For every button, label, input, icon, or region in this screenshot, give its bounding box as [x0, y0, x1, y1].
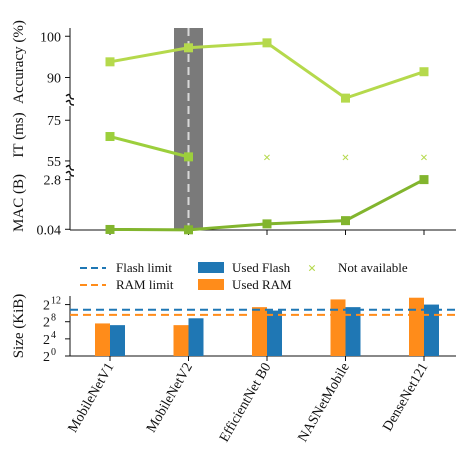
accuracy-axis-label: Accuracy (%)	[11, 20, 27, 104]
inference_time-line	[109, 135, 189, 159]
top-panel: Accuracy (%) IT (ms) MAC (B) 100 90 75 55 2.…	[11, 20, 456, 238]
bottom-panel: Size (KiB) 2 122 82 42 0 MobileNetV1 MobileNe…	[11, 294, 456, 445]
not-available-marker-2: ×	[263, 151, 271, 166]
accuracy-tick-label-0: 100	[40, 30, 61, 45]
size-tick-base-2: 2	[43, 333, 50, 348]
accuracy-point-0	[105, 57, 115, 67]
mac-tick-label-1: 0.04	[37, 223, 62, 238]
inference_time-point-1	[184, 152, 193, 162]
inference_time-tick-label-1: 55	[47, 155, 61, 170]
x-tick-labels: MobileNetV1 MobileNetV2 EfficientNet B0 NAS…	[66, 356, 431, 445]
legend-used-flash-swatch	[198, 262, 224, 273]
legend-not-available-label: Not available	[338, 260, 408, 275]
accuracy-line	[109, 41, 425, 100]
size-axis-label: Size (KiB)	[11, 294, 27, 359]
mac-tick-label-0: 2.8	[44, 174, 62, 189]
used-ram-bar-1	[173, 325, 189, 356]
used-ram-bar-0	[95, 323, 110, 356]
x-tick-label-2: EfficientNet B0	[217, 361, 274, 445]
used-flash-bar-1	[188, 318, 204, 356]
bottom-panel-bars	[95, 297, 439, 356]
axis-break-squiggle-2	[65, 164, 75, 177]
top-panel-ticks: 100 90 75 55 2.8 0.04	[37, 30, 425, 238]
top-panel-series: × × ×	[105, 38, 429, 235]
inference_time-tick-label-0: 75	[47, 114, 61, 129]
size-tick-exp-0: 12	[51, 296, 61, 307]
legend-ram-limit-label: RAM limit	[116, 277, 174, 292]
x-tick-label-4: DenseNet121	[380, 361, 431, 434]
x-tick-label-1: MobileNetV2	[144, 361, 196, 436]
mac-point-2	[262, 219, 272, 229]
mac-point-0	[105, 224, 115, 234]
not-available-marker-4: ×	[420, 151, 428, 166]
accuracy-point-1	[184, 43, 193, 53]
not-available-marker-3: ×	[342, 151, 350, 166]
size-tick-exp-1: 8	[51, 313, 56, 324]
it-axis-label: IT (ms)	[11, 112, 27, 157]
used-ram-bar-2	[252, 307, 267, 356]
used-flash-bar-4	[424, 304, 439, 356]
accuracy-point-2	[262, 38, 272, 48]
x-tick-label-0: MobileNetV1	[66, 361, 118, 436]
size-tick-base-3: 2	[43, 350, 50, 365]
mac-point-1	[184, 225, 193, 235]
used-ram-bar-4	[409, 297, 424, 356]
axis-break-squiggle-1	[65, 93, 75, 106]
used-flash-bar-3	[345, 307, 361, 356]
legend-not-available-marker: ×	[308, 261, 317, 277]
mac-axis-label: MAC (B)	[11, 174, 27, 232]
used-flash-bar-0	[110, 325, 125, 356]
bottom-panel-ticks: 2 122 82 42 0	[43, 296, 70, 365]
used-flash-bar-2	[267, 310, 282, 356]
size-tick-exp-3: 0	[51, 347, 56, 358]
size-tick-exp-2: 4	[51, 330, 56, 341]
size-tick-base-0: 2	[43, 299, 50, 314]
legend-used-ram-swatch	[198, 279, 224, 290]
accuracy-tick-label-1: 90	[47, 72, 61, 87]
size-tick-base-1: 2	[43, 316, 50, 331]
x-tick-label-3: NASNetMobile	[296, 361, 353, 445]
mac-point-3	[341, 216, 350, 226]
legend-flash-limit-label: Flash limit	[116, 260, 172, 275]
mac-point-4	[419, 175, 429, 185]
legend: Flash limit RAM limit Used Flash Used RA…	[80, 260, 408, 292]
legend-used-flash-label: Used Flash	[232, 260, 291, 275]
used-ram-bar-3	[330, 299, 346, 356]
inference_time-point-0	[105, 132, 115, 142]
accuracy-point-3	[341, 93, 350, 103]
accuracy-point-4	[419, 67, 429, 77]
legend-used-ram-label: Used RAM	[232, 277, 292, 292]
